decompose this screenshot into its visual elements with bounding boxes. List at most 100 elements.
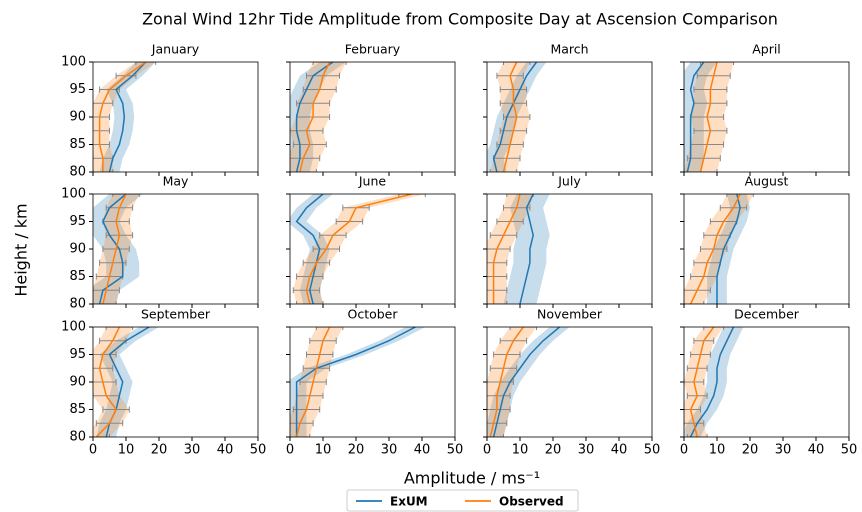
line <box>686 62 705 172</box>
subplot-title: August <box>745 174 789 189</box>
x-tick-label: 0 <box>286 443 294 458</box>
line <box>489 327 524 437</box>
subplot: 80 85 90 95 100 January <box>61 42 259 180</box>
error-bar <box>135 62 157 65</box>
y-tick-label: 85 <box>69 402 86 417</box>
line <box>502 62 518 172</box>
error-bar <box>93 434 110 437</box>
x-tick-label: 50 <box>250 443 267 458</box>
y-tick-label: 90 <box>69 375 86 390</box>
subplot: April <box>680 42 850 176</box>
error-bar <box>686 434 708 437</box>
x-tick-label: 20 <box>545 443 562 458</box>
subplot-title: October <box>347 307 398 322</box>
x-tick-label: 40 <box>808 443 825 458</box>
line <box>295 327 416 437</box>
plot-area <box>684 62 734 172</box>
error-bar <box>398 194 426 197</box>
line <box>108 62 147 172</box>
plot-area <box>487 327 570 437</box>
error-bar <box>726 194 754 197</box>
x-tick-label: 0 <box>483 443 491 458</box>
x-tick-label: 0 <box>89 443 97 458</box>
subplot-title: March <box>550 42 588 57</box>
y-tick-label: 100 <box>61 55 86 70</box>
subplot-title: May <box>163 174 189 189</box>
line <box>492 327 561 437</box>
x-tick-label: 30 <box>578 443 595 458</box>
y-tick-label: 85 <box>69 137 86 152</box>
plot-area <box>93 62 157 172</box>
line <box>716 194 741 304</box>
x-tick-label: 50 <box>644 443 661 458</box>
line <box>689 327 715 437</box>
line <box>98 62 147 172</box>
y-axis-label: Height / km <box>12 203 31 296</box>
error-bar <box>684 301 705 304</box>
line <box>95 327 121 437</box>
line <box>689 327 735 437</box>
x-axis-label: Amplitude / ms⁻¹ <box>404 469 540 488</box>
legend-box <box>346 489 579 512</box>
subplot-title: January <box>151 42 200 57</box>
subplot-title: November <box>537 307 603 322</box>
y-tick-label: 80 <box>69 297 86 312</box>
error-bar <box>93 169 114 172</box>
plot-area <box>93 194 143 304</box>
x-tick-label: 20 <box>742 443 759 458</box>
line <box>98 194 127 304</box>
subplot-title: February <box>345 42 401 57</box>
line <box>102 194 127 304</box>
plot-area <box>290 327 426 437</box>
x-tick-label: 40 <box>217 443 234 458</box>
plot-area <box>290 62 347 172</box>
y-tick-label: 95 <box>69 82 86 97</box>
line <box>299 62 331 172</box>
error-bar <box>112 194 140 197</box>
line <box>519 194 534 304</box>
error-bar <box>700 62 734 65</box>
error-bar <box>506 194 534 197</box>
error-band <box>707 194 750 304</box>
x-tick-label: 10 <box>512 443 529 458</box>
y-tick-label: 80 <box>69 430 86 445</box>
error-bar <box>315 327 344 330</box>
x-tick-label: 40 <box>611 443 628 458</box>
plot-area <box>684 194 754 304</box>
line <box>305 194 413 304</box>
y-tick-label: 95 <box>69 347 86 362</box>
subplot: 0 10 20 30 40 50 December <box>680 307 857 458</box>
subplot-title: December <box>734 307 800 322</box>
error-bar <box>290 434 311 437</box>
x-tick-label: 30 <box>381 443 398 458</box>
error-bar <box>296 301 324 304</box>
line <box>295 62 334 172</box>
line <box>689 194 741 304</box>
figure-title: Zonal Wind 12hr Tide Amplitude from Comp… <box>142 10 778 29</box>
line <box>295 327 331 437</box>
legend-label: ExUM <box>390 495 428 509</box>
plot-area <box>684 327 744 437</box>
subplot: August <box>680 174 850 308</box>
x-tick-label: 10 <box>315 443 332 458</box>
error-bar <box>503 62 531 65</box>
line <box>295 194 324 304</box>
subplot: 80 85 90 95 100 May <box>61 174 259 312</box>
y-tick-label: 90 <box>69 110 86 125</box>
x-tick-label: 40 <box>414 443 431 458</box>
subplot: March <box>483 42 653 176</box>
y-tick-label: 80 <box>69 165 86 180</box>
x-tick-label: 10 <box>709 443 726 458</box>
error-bar <box>703 327 725 330</box>
error-bar <box>509 327 537 330</box>
subplot: 0 10 20 30 40 50 November <box>483 307 661 458</box>
x-tick-label: 10 <box>118 443 135 458</box>
line <box>492 194 521 304</box>
error-band <box>290 327 426 437</box>
subplot-title: July <box>557 174 581 189</box>
x-tick-label: 30 <box>184 443 201 458</box>
subplot-title: September <box>141 307 211 322</box>
subplot-title: June <box>358 174 387 189</box>
error-bar <box>684 169 718 172</box>
